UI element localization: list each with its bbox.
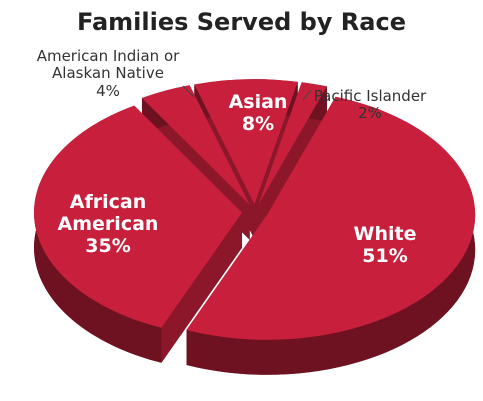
- slice-label: Asian 8%: [213, 91, 303, 136]
- category-label: African American: [57, 191, 159, 235]
- value-label: 8%: [241, 112, 275, 135]
- slices: [34, 79, 476, 375]
- category-label: American Indian or Alaskan Native: [36, 47, 180, 83]
- slice: [194, 79, 298, 205]
- slice-label: White 51%: [325, 223, 445, 268]
- slice: [34, 105, 243, 328]
- category-label: Pacific Islander: [313, 87, 427, 105]
- leader-line: [182, 85, 195, 98]
- category-label: Asian: [228, 91, 288, 113]
- slice-cut-face: [161, 212, 243, 363]
- slice-side: [186, 96, 476, 375]
- slice-label: American Indian or Alaskan Native 4%: [13, 47, 203, 100]
- value-label: 51%: [362, 244, 408, 267]
- value-label: 4%: [96, 81, 120, 100]
- slice: [258, 82, 327, 205]
- value-label: 2%: [358, 104, 382, 123]
- value-label: 35%: [85, 234, 131, 257]
- category-label: White: [353, 223, 417, 245]
- slice-label: African American 35%: [48, 191, 168, 258]
- slice: [186, 96, 476, 340]
- leader-line: [302, 89, 312, 101]
- slice-label: Pacific Islander 2%: [295, 87, 445, 123]
- slice: [141, 85, 250, 205]
- chart-title: Families Served by Race: [76, 8, 406, 36]
